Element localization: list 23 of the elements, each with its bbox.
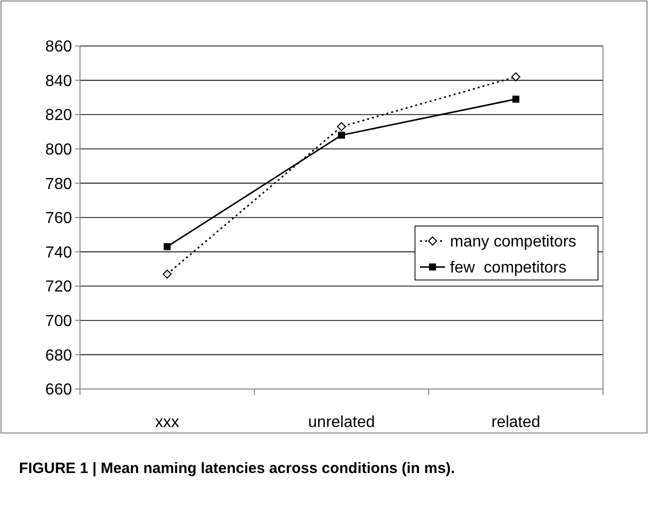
text: FIGURE 1 | Mean naming latencies across conditions (in ms). bbox=[19, 460, 455, 477]
x-tick-label: xxx bbox=[155, 414, 180, 431]
y-tick-label: 680 bbox=[45, 347, 72, 364]
point bbox=[162, 270, 172, 279]
x-tick-label: related bbox=[491, 414, 540, 431]
y-tick-label: 780 bbox=[45, 176, 72, 193]
x-tick-label: unrelated bbox=[308, 414, 375, 431]
point bbox=[511, 72, 520, 82]
y-tick-label: 660 bbox=[45, 382, 72, 399]
point bbox=[512, 96, 520, 103]
legend-label: many competitors bbox=[450, 234, 576, 251]
y-tick-label: 820 bbox=[45, 107, 72, 124]
y-tick-label: 700 bbox=[45, 313, 72, 330]
y-tick-label: 840 bbox=[45, 72, 72, 90]
y-tick-label: 740 bbox=[45, 244, 72, 262]
y-tick-label: 800 bbox=[45, 142, 72, 158]
y-tick-label: 760 bbox=[45, 210, 72, 228]
point bbox=[337, 122, 346, 132]
point bbox=[164, 243, 171, 250]
y-tick-label: 860 bbox=[45, 38, 72, 56]
point bbox=[338, 132, 345, 139]
y-tick-label: 720 bbox=[45, 278, 72, 296]
legend-label: few competitors bbox=[450, 260, 566, 277]
